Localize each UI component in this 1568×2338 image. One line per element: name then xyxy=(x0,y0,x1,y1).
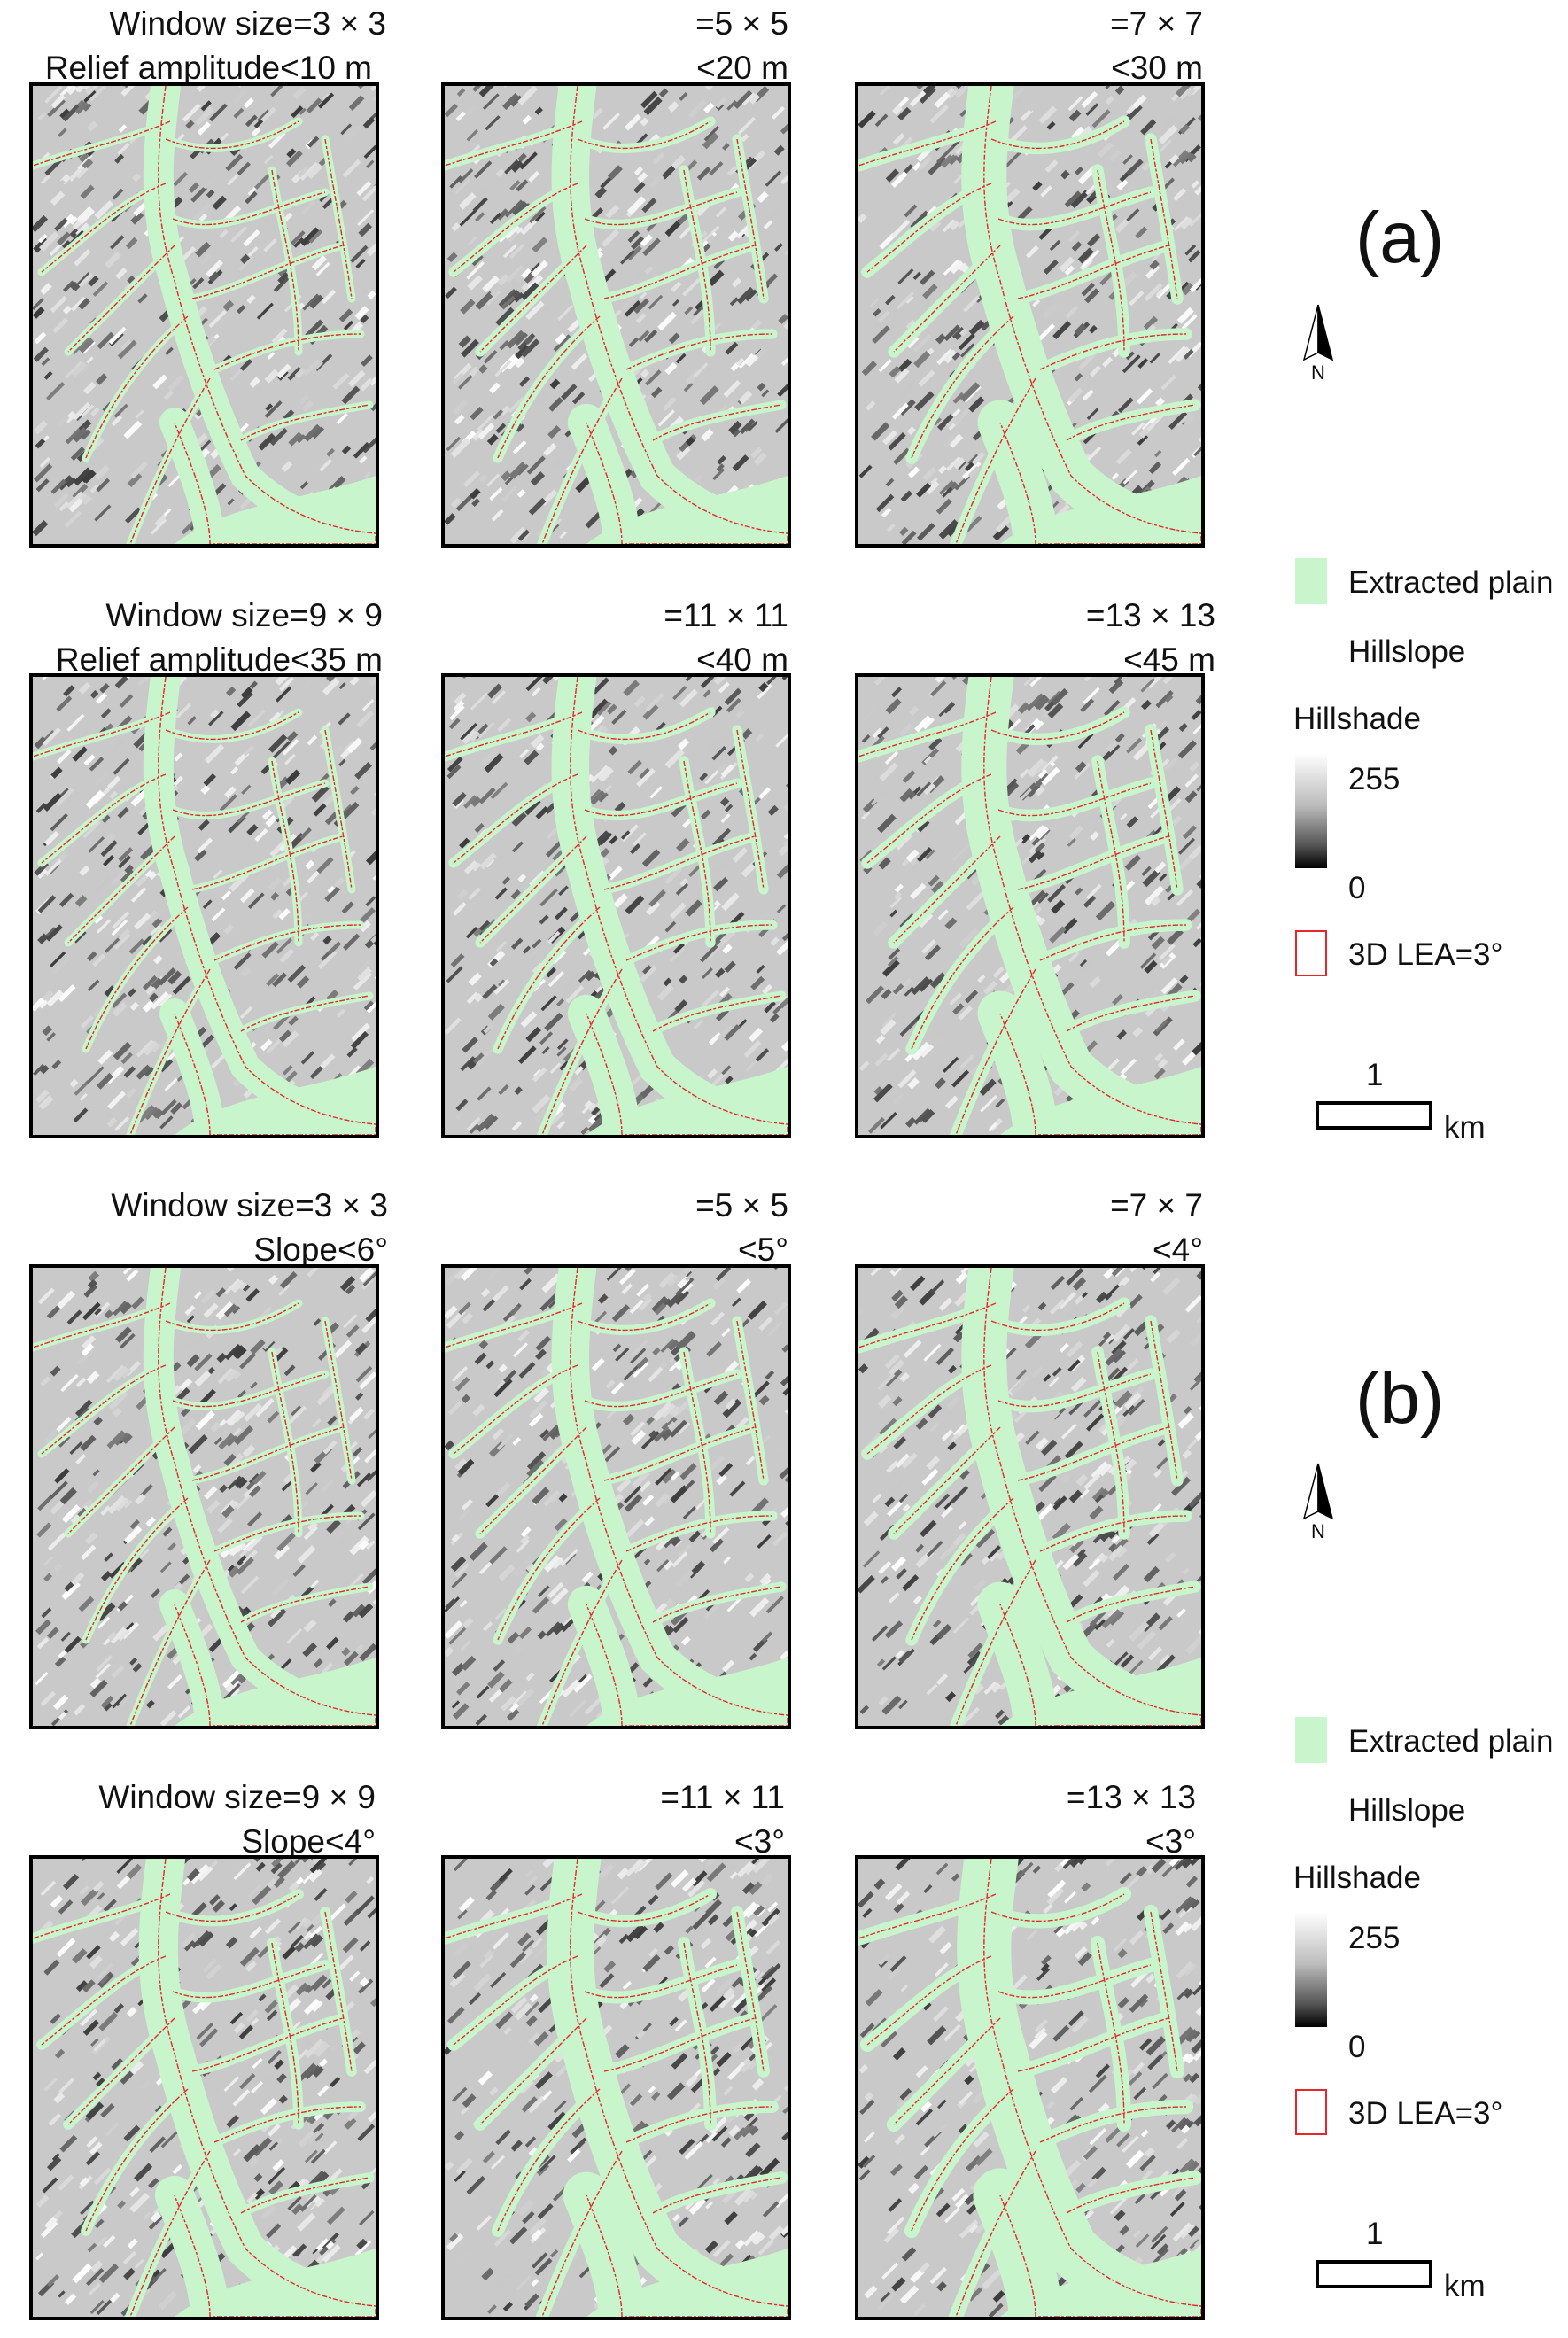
scalebar-unit: km xyxy=(1444,2269,1486,2303)
panel-title: Window size=9 × 9 xyxy=(98,1779,376,1815)
figure-letter-b: (b) xyxy=(1355,1358,1445,1439)
north-label: N xyxy=(1311,1520,1325,1540)
map-panel xyxy=(29,82,379,548)
legend-lea-swatch xyxy=(1295,930,1327,976)
map-panel xyxy=(441,1855,791,2320)
legend-plain-label: Extracted plain xyxy=(1348,1724,1554,1759)
legend-hillslope-label: Hillslope xyxy=(1348,634,1466,669)
legend-lea-label: 3D LEA=3° xyxy=(1348,937,1503,972)
north-arrow-icon: N xyxy=(1292,1460,1345,1542)
scalebar-unit: km xyxy=(1444,1110,1486,1145)
panel-title: =7 × 7 xyxy=(1110,1187,1203,1223)
panel-title: =11 × 11 xyxy=(660,1779,785,1815)
map-panel xyxy=(855,1855,1205,2320)
map-panel xyxy=(855,1264,1205,1729)
map-panel xyxy=(855,82,1205,548)
panel-subtitle: <40 m xyxy=(696,641,788,678)
legend-hillshade-title: Hillshade xyxy=(1293,1860,1421,1895)
panel-subtitle: <5° xyxy=(738,1231,788,1268)
map-panel xyxy=(855,673,1205,1138)
panel-title: =13 × 13 xyxy=(1066,1779,1196,1815)
panel-subtitle: <45 m xyxy=(1123,641,1215,678)
scalebar-value: 1 xyxy=(1366,2217,1384,2251)
legend-lea-swatch xyxy=(1295,2089,1327,2135)
map-panel xyxy=(441,673,791,1138)
panel-subtitle: <20 m xyxy=(696,50,788,86)
north-arrow-icon: N xyxy=(1292,301,1345,384)
map-panel xyxy=(441,1264,791,1729)
map-panel xyxy=(441,82,791,548)
panel-title: Window size=3 × 3 xyxy=(109,5,386,42)
panel-title: =5 × 5 xyxy=(695,5,788,42)
map-panel xyxy=(29,673,379,1138)
panel-subtitle: <3° xyxy=(734,1823,785,1860)
panel-subtitle: Relief amplitude<35 m xyxy=(55,641,383,678)
panel-subtitle: <3° xyxy=(1145,1823,1196,1860)
panel-subtitle: <4° xyxy=(1153,1231,1203,1268)
panel-subtitle: Relief amplitude<10 m xyxy=(44,50,372,86)
north-label: N xyxy=(1311,361,1325,381)
figure-letter-a: (a) xyxy=(1355,198,1445,278)
legend-plain-swatch xyxy=(1295,558,1327,604)
panel-title: =7 × 7 xyxy=(1110,5,1203,42)
panel-title: =11 × 11 xyxy=(664,597,788,633)
panel-subtitle: Slope<6° xyxy=(253,1231,388,1268)
map-panel xyxy=(29,1264,379,1729)
ramp-max-label: 255 xyxy=(1348,1921,1401,1955)
panel-title: =5 × 5 xyxy=(695,1187,788,1223)
scalebar xyxy=(1316,1101,1432,1130)
panel-subtitle: <30 m xyxy=(1111,50,1203,86)
legend-lea-label: 3D LEA=3° xyxy=(1348,2096,1503,2131)
scalebar-value: 1 xyxy=(1366,1058,1384,1092)
ramp-min-label: 0 xyxy=(1348,871,1366,905)
hillshade-ramp xyxy=(1295,753,1327,868)
panel-subtitle: Slope<4° xyxy=(241,1823,376,1860)
hillshade-ramp xyxy=(1295,1912,1327,2027)
legend-plain-swatch xyxy=(1295,1717,1327,1763)
ramp-min-label: 0 xyxy=(1348,2030,1366,2064)
scalebar xyxy=(1316,2260,1432,2288)
panel-title: Window size=9 × 9 xyxy=(105,597,383,633)
panel-title: Window size=3 × 3 xyxy=(111,1187,388,1223)
legend-hillslope-label: Hillslope xyxy=(1348,1793,1466,1828)
legend-hillshade-title: Hillshade xyxy=(1293,702,1421,736)
ramp-max-label: 255 xyxy=(1348,762,1401,796)
panel-title: =13 × 13 xyxy=(1085,597,1215,633)
legend-plain-label: Extracted plain xyxy=(1348,565,1554,600)
map-panel xyxy=(29,1855,379,2320)
